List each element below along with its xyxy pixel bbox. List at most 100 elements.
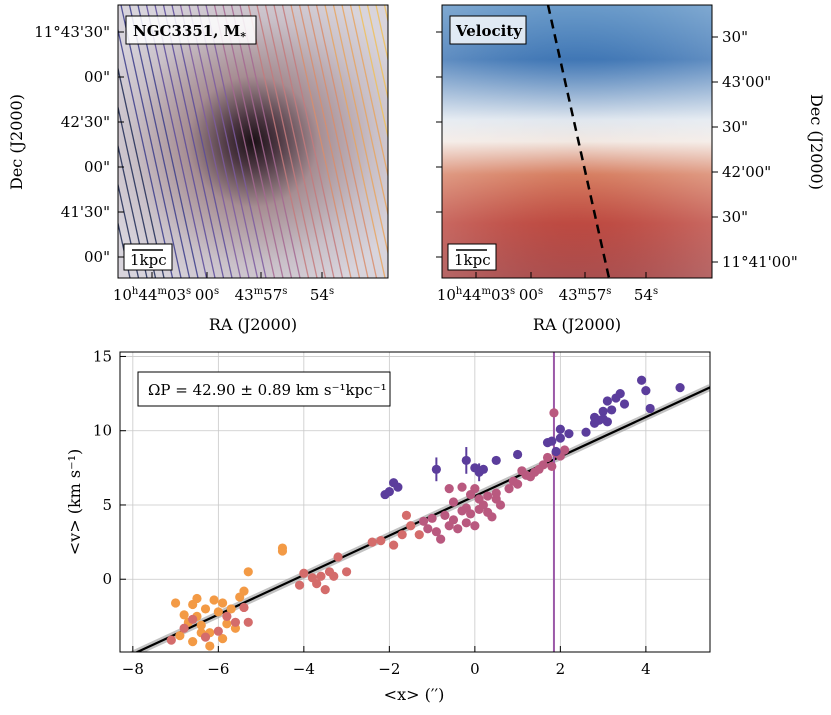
data-point-mauve [418,516,429,526]
ra-label-mass: RA (J2000) [209,315,297,334]
data-point-orange [226,604,236,614]
dec-tick-left: 00" [84,248,110,266]
ra-tick: 10h44m03s [113,286,191,304]
y-tick-label: 15 [93,347,112,365]
data-point-mauve [483,491,493,501]
data-point-mauve [483,507,493,517]
dec-tick-left: 41'30" [61,203,110,221]
slit-line [196,5,259,278]
data-point-rose [367,537,377,547]
data-point-indigo [478,464,489,474]
data-point-rose [376,536,386,546]
data-point-indigo [602,396,612,406]
data-point-indigo [393,482,403,492]
dec-axis-right: 30" 43'00" 30" 42'00" 30" 11°41'00" Dec … [712,28,826,271]
slit-line [118,143,148,278]
slit-line [239,5,301,278]
data-point-rose [230,617,241,627]
velocity-map-panel: Velocity 1kpc [441,4,713,279]
dec-tick-right: 42'00" [722,163,771,181]
svg-text:Velocity: Velocity [455,22,523,40]
data-point-indigo [636,375,647,385]
dec-label-left: Dec (J2000) [7,94,26,190]
y-axis-label: <v> (km s⁻¹) [65,449,84,555]
data-point-rose [401,510,412,520]
data-point-mauve [504,484,514,494]
data-point-indigo [555,433,565,443]
data-point-orange [213,607,223,617]
data-point-orange [209,595,219,605]
data-point-orange [222,619,232,629]
plot-marks [128,352,710,652]
kinematic-axis-line [546,4,611,279]
ra-tick: 10h44m03s [437,286,515,304]
ra-tick: 54s [634,286,658,304]
data-point-mauve [436,534,446,544]
data-point-rose [294,580,305,590]
data-point-mauve [517,466,527,476]
slit-line [213,5,276,278]
svg-text:1kpc: 1kpc [130,251,167,269]
slit-line [222,5,284,278]
data-point-orange [239,586,249,596]
slit-line [154,5,216,278]
y-tick-label: 10 [93,422,112,440]
data-point-rose [166,635,176,645]
slit-line [230,5,293,278]
data-point-mauve [440,510,450,520]
ra-tick: 43m57s [559,286,612,304]
slit-lines [118,5,388,278]
data-point-rose [243,617,253,627]
data-point-mauve [513,479,523,489]
data-point-mauve [538,460,548,470]
svg-text:1kpc: 1kpc [454,251,491,269]
data-point-indigo [645,403,655,414]
data-point-orange [205,641,215,651]
data-point-mauve [431,527,441,537]
x-tick-label: 2 [556,660,566,678]
slit-line [128,5,191,278]
data-point-orange [170,598,181,608]
data-point-mauve [461,503,471,513]
y-tick-label: 0 [102,570,112,588]
data-point-rose [188,614,198,624]
data-point-mauve [542,452,553,463]
ra-axis-velocity: 10h44m03s 00s 43m57s 54s RA (J2000) [437,272,658,334]
data-point-mauve [491,488,501,498]
data-point-orange [200,604,211,614]
data-point-indigo [564,429,574,439]
data-point-mauve [448,515,459,525]
data-point-mauve [457,482,467,492]
data-point-orange [218,598,228,608]
data-point-indigo [641,386,651,396]
data-point-rose [200,632,211,642]
data-point-mauve [448,497,459,507]
axis-ticks: −8 −6 −4 −2 0 2 4 0 5 10 15 [93,347,651,678]
data-point-rose [341,567,352,577]
slit-line [273,5,335,278]
data-point-indigo [607,405,617,415]
x-tick-label: 0 [470,660,480,678]
slit-line [145,5,208,278]
data-point-mauve [444,484,454,494]
data-point-rose [312,579,322,589]
slit-line [118,26,174,278]
data-point-rose [179,623,189,633]
data-point-indigo [547,436,557,446]
data-point-mauve [549,408,559,418]
data-point-rose [239,602,249,613]
data-point-rose [299,568,309,578]
data-point-mauve [560,445,570,455]
data-point-rose [333,552,343,562]
slit-line [366,5,388,102]
data-point-rose [320,585,330,595]
data-point-orange [243,567,253,577]
slit-line [375,5,388,63]
data-point-mauve [470,521,480,531]
data-point-mauve [495,500,506,510]
data-point-rose [414,530,424,540]
slit-line [324,5,386,278]
data-point-rose [397,530,407,540]
x-tick-label: −8 [122,660,144,678]
